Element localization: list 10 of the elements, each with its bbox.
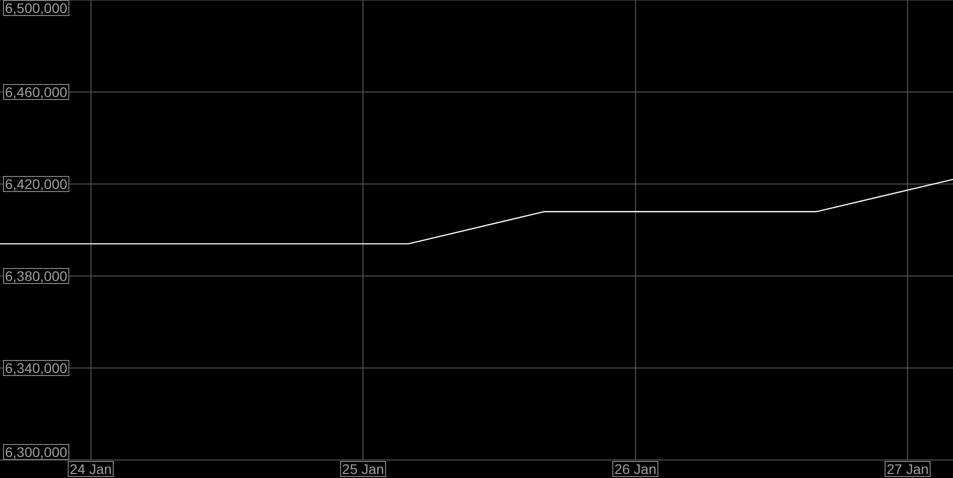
y-tick-label: 6,460,000 [5, 84, 68, 100]
y-tick-label: 6,380,000 [5, 268, 68, 284]
y-tick-label: 6,500,000 [5, 0, 68, 16]
y-tick-label: 6,420,000 [5, 176, 68, 192]
x-tick-label: 26 Jan [614, 460, 656, 477]
x-tick-label: 27 Jan [886, 460, 929, 477]
x-tick-label: 25 Jan [342, 460, 384, 477]
y-tick-label: 6,340,000 [5, 360, 68, 376]
y-tick-label: 6,300,000 [5, 444, 68, 460]
x-tick-label: 24 Jan [70, 460, 112, 477]
